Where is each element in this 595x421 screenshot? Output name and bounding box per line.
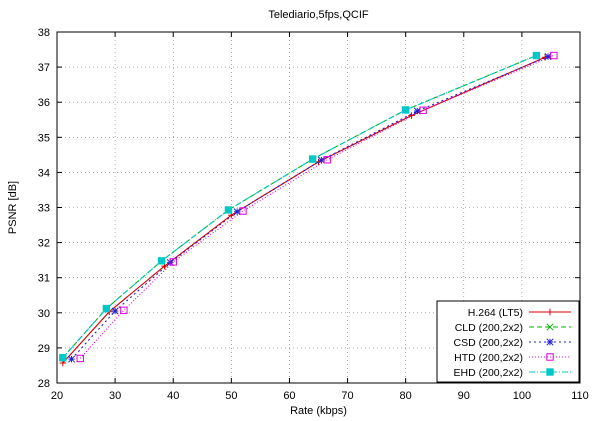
legend-marker-4 [546,368,554,376]
x-tick-label: 50 [225,390,237,402]
data-point-3-6 [550,51,558,60]
data-point-4-5-part [401,106,410,114]
chart-title: Telediario,5fps,QCIF [268,9,369,21]
legend-marker-2 [546,338,554,346]
data-point-4-1 [102,304,111,313]
data-point-3-2-part [169,258,177,266]
y-tick-label: 29 [38,343,50,355]
data-point-4-4 [308,155,317,163]
x-tick-label: 70 [341,390,353,402]
legend-marker-2-part [546,338,554,346]
data-point-0-5 [408,112,415,119]
legend-marker-3 [546,353,554,361]
data-point-3-4 [323,156,331,164]
y-tick-label: 33 [38,203,50,215]
axis-ticks: 20 30 40 50 60 70 80 90 100 110 28 29 30 31 32 33 34 35 36… [38,27,589,402]
y-tick-label: 28 [38,378,50,390]
legend: H.264 (LT5) CLD (200,2x2) CSD (200,2x2) HTD… [436,300,580,383]
x-tick-label: 80 [400,390,412,402]
data-point-3-0-part [76,354,84,363]
legend-marker-3-part [546,353,554,361]
y-tick-label: 38 [38,27,50,39]
data-point-3-6-part [550,51,558,60]
data-point-4-0 [59,354,67,362]
y-axis-label: PSNR [dB] [7,181,19,234]
x-tick-label: 100 [513,390,531,402]
y-tick-label: 32 [38,238,50,250]
y-tick-label: 35 [38,132,50,144]
data-point-3-1-part [120,306,128,315]
series-markers [59,51,558,367]
data-point-3-5 [419,106,427,114]
legend-marker-4-part [546,368,554,376]
data-point-3-2 [169,258,177,266]
data-point-4-5 [401,106,410,114]
x-tick-label: 30 [109,390,121,402]
data-point-4-2-part [157,257,166,265]
legend-marker-1 [546,323,554,331]
data-point-2-1-part [111,307,119,315]
legend-label-4: EHD (200,2x2) [454,367,523,379]
y-tick-label: 34 [38,167,50,179]
data-point-4-1-part [102,304,111,313]
data-point-4-2 [157,257,166,265]
legend-marker-1-part [546,323,554,331]
x-axis-label: Rate (kbps) [290,405,347,417]
data-point-3-5-part [419,106,427,114]
y-tick-label: 36 [38,97,50,109]
series-line-3 [79,54,555,359]
x-tick-label: 60 [283,390,295,402]
y-tick-label: 31 [38,273,50,285]
data-point-3-1 [120,306,128,315]
data-point-2-1 [111,307,119,315]
legend-marker-0 [546,308,554,316]
data-point-4-4-part [308,155,317,163]
x-tick-label: 90 [458,390,470,402]
data-point-3-3-part [239,207,247,215]
y-tick-label: 37 [38,62,50,74]
x-tick-label: 110 [571,390,589,402]
data-point-4-3-part [224,206,233,214]
legend-label-1: CLD (200,2x2) [455,322,523,334]
data-point-4-0-part [59,354,67,362]
legend-label-3: HTD (200,2x2) [454,352,523,364]
data-point-4-6 [532,51,541,60]
data-point-3-0 [76,354,84,363]
x-tick-label: 40 [167,390,179,402]
data-point-3-3 [239,207,247,215]
data-point-3-4-part [323,156,331,164]
data-point-4-3 [224,206,233,214]
legend-label-0: H.264 (LT5) [468,307,523,319]
data-point-4-6-part [532,51,541,60]
y-tick-label: 30 [38,308,50,320]
legend-label-2: CSD (200,2x2) [454,337,523,349]
data-point-2-0 [67,355,76,363]
x-tick-label: 20 [51,390,63,402]
data-point-2-0-part [67,355,76,363]
